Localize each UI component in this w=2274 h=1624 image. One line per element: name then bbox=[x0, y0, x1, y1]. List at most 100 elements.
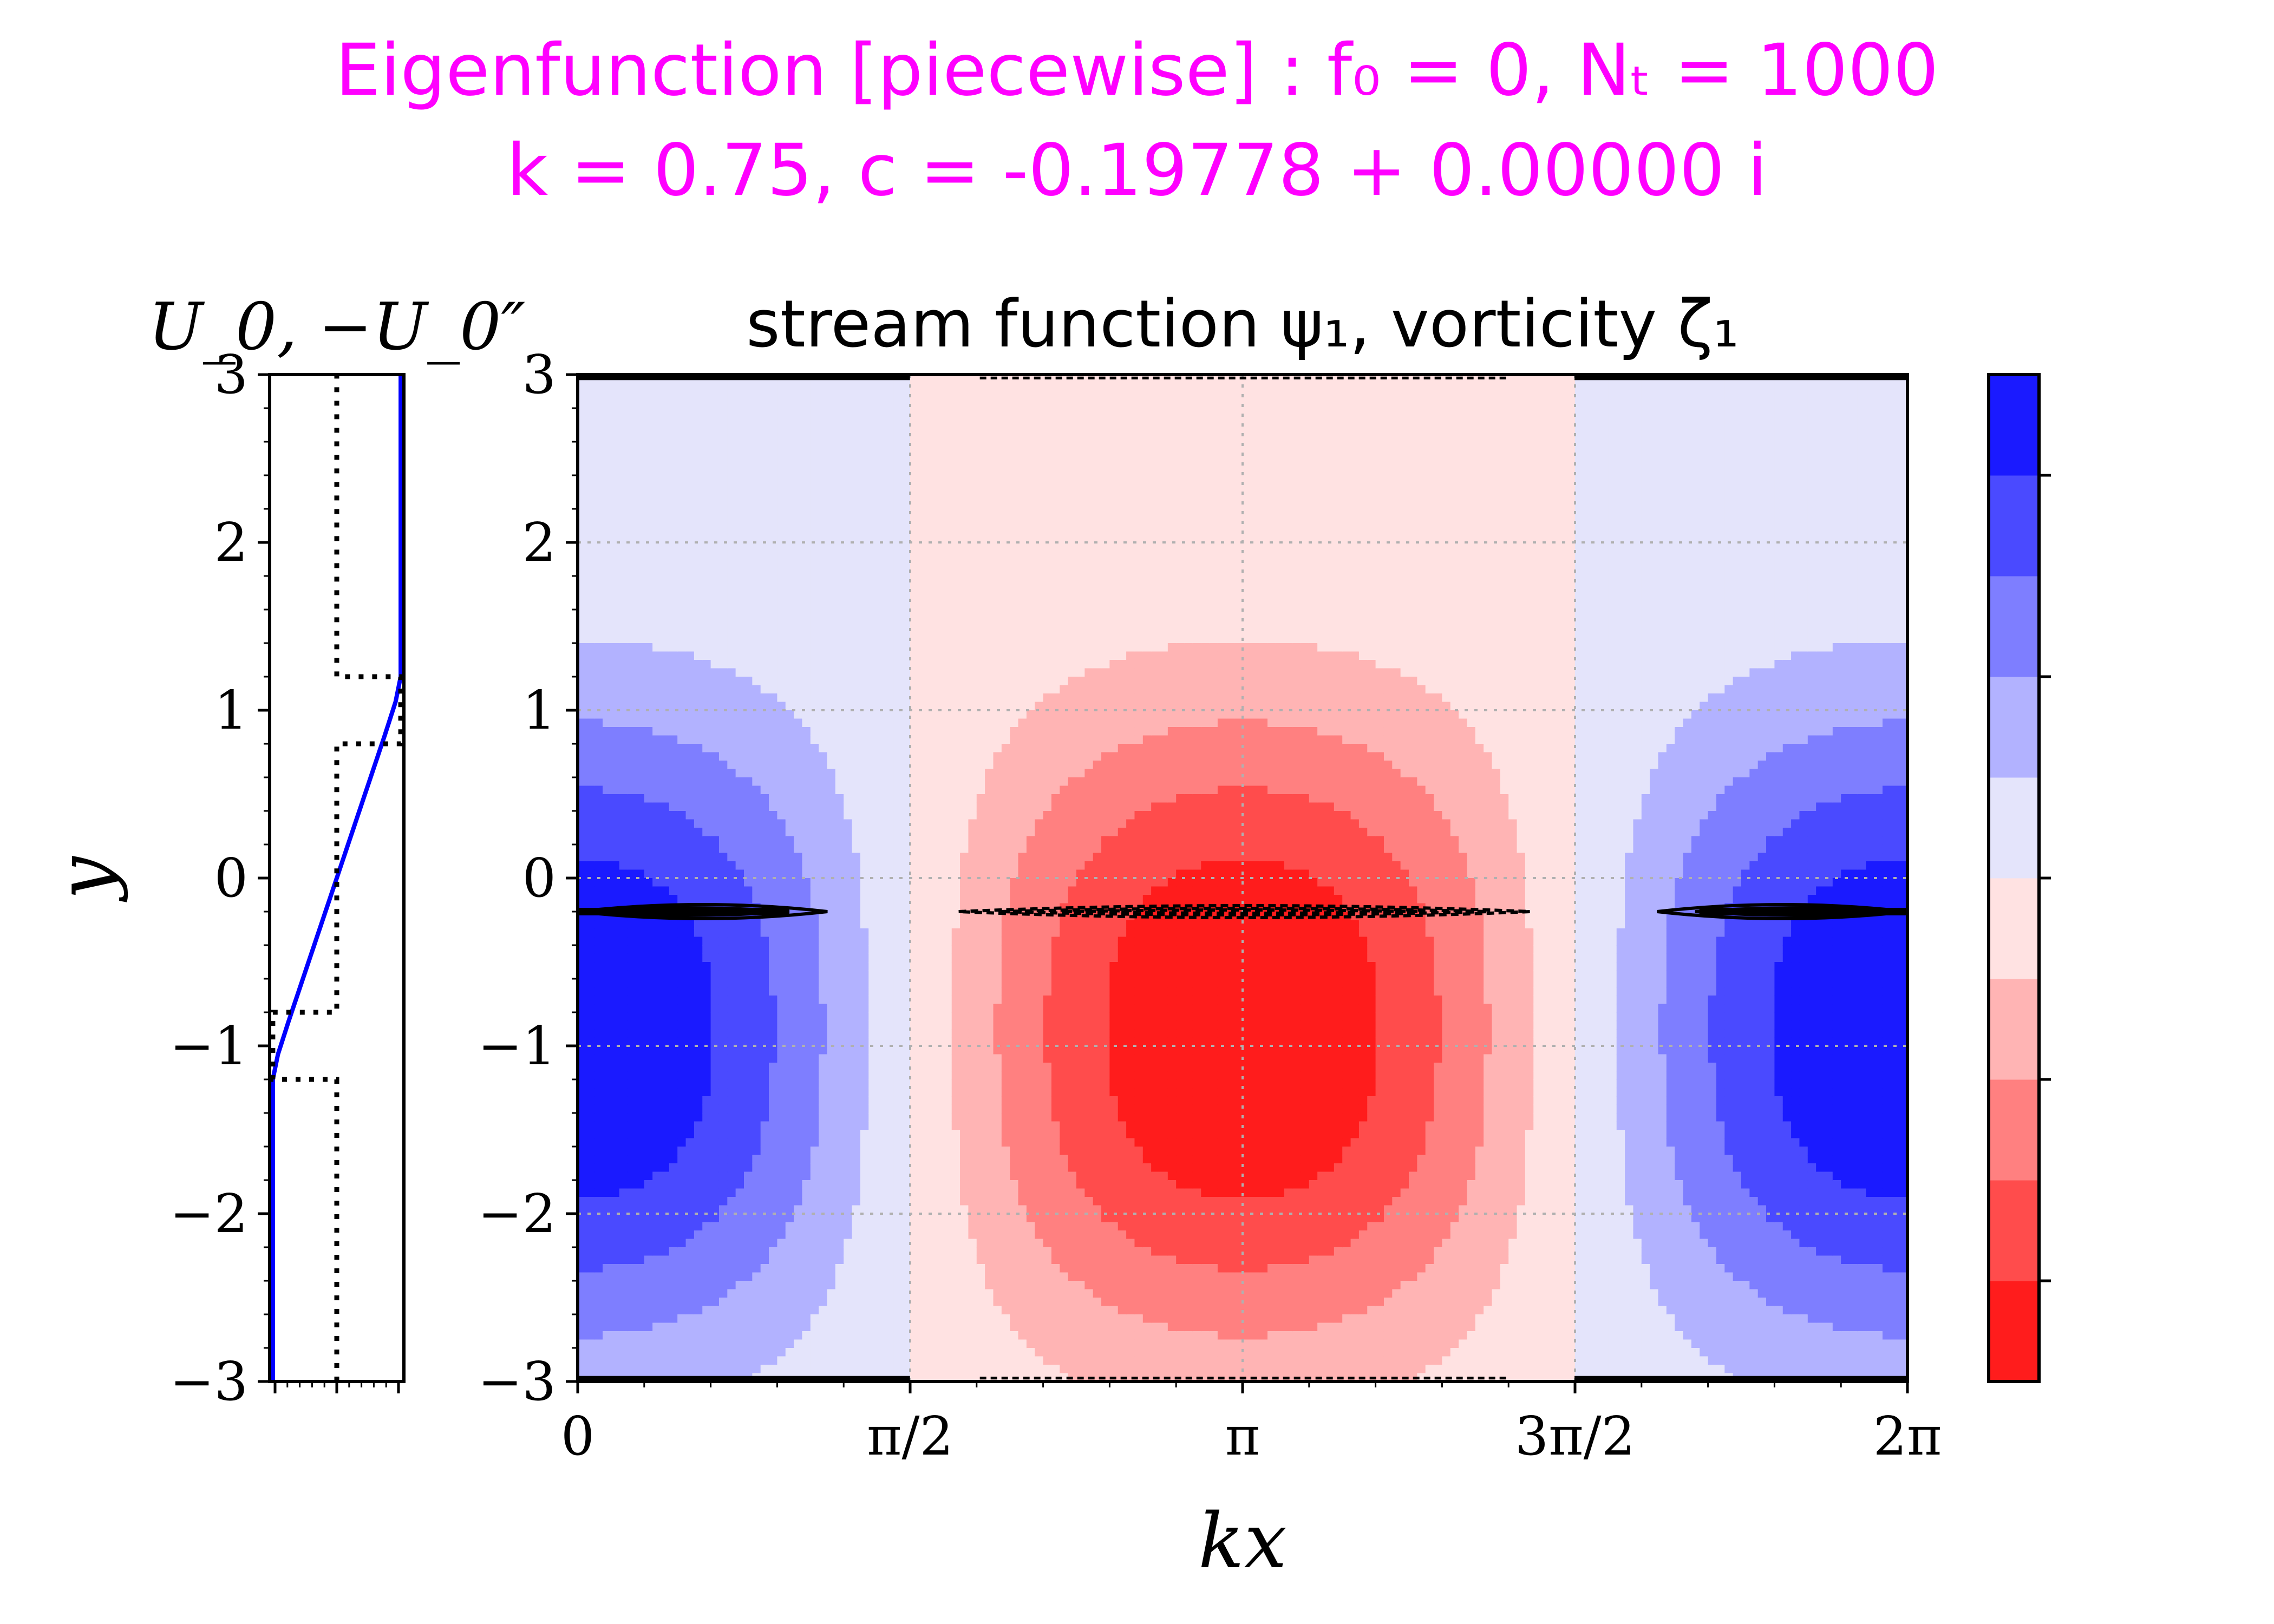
contour-cell bbox=[619, 610, 628, 619]
contour-cell bbox=[877, 895, 886, 904]
contour-cell bbox=[901, 651, 911, 660]
contour-cell bbox=[644, 433, 653, 442]
contour-cell bbox=[877, 819, 886, 828]
contour-cell bbox=[777, 928, 786, 938]
contour-cell bbox=[578, 1239, 587, 1248]
contour-cell bbox=[727, 1230, 736, 1240]
contour-cell bbox=[669, 1331, 678, 1340]
contour-cell bbox=[877, 1230, 886, 1240]
contour-cell bbox=[628, 752, 637, 761]
contour-cell bbox=[603, 1071, 612, 1080]
contour-cell bbox=[735, 1155, 744, 1164]
contour-cell bbox=[718, 785, 728, 795]
contour-cell bbox=[685, 1322, 695, 1332]
contour-cell bbox=[611, 450, 620, 459]
contour-cell bbox=[594, 433, 603, 442]
contour-cell bbox=[727, 761, 736, 770]
contour-cell bbox=[794, 542, 803, 552]
contour-cell bbox=[578, 651, 587, 660]
contour-cell bbox=[819, 559, 828, 568]
contour-cell bbox=[852, 442, 861, 451]
contour-cell bbox=[893, 693, 903, 703]
contour-cell bbox=[777, 1348, 786, 1357]
contour-cell bbox=[777, 400, 786, 409]
contour-cell bbox=[677, 593, 687, 602]
contour-cell bbox=[885, 534, 894, 543]
contour-cell bbox=[636, 710, 645, 719]
contour-cell bbox=[677, 1264, 687, 1273]
contour-cell bbox=[777, 970, 786, 979]
contour-cell bbox=[769, 878, 778, 887]
contour-cell bbox=[844, 584, 853, 593]
contour-cell bbox=[586, 928, 595, 938]
contour-cell bbox=[852, 1264, 861, 1273]
contour-cell bbox=[752, 853, 761, 862]
contour-cell bbox=[594, 945, 603, 954]
contour-cell bbox=[752, 1314, 761, 1324]
contour-cell bbox=[835, 1054, 844, 1063]
contour-cell bbox=[636, 1205, 645, 1214]
contour-cell bbox=[852, 1322, 861, 1332]
contour-cell bbox=[694, 761, 703, 770]
contour-cell bbox=[578, 450, 587, 459]
contour-cell bbox=[685, 618, 695, 627]
contour-cell bbox=[802, 651, 811, 660]
contour-cell bbox=[852, 979, 861, 988]
contour-cell bbox=[578, 1348, 587, 1357]
contour-cell bbox=[819, 844, 828, 854]
contour-cell bbox=[835, 1306, 844, 1315]
contour-cell bbox=[628, 1138, 637, 1147]
contour-cell bbox=[594, 1356, 603, 1365]
contour-cell bbox=[744, 702, 753, 711]
contour-cell bbox=[893, 1314, 903, 1324]
contour-cell bbox=[827, 1079, 836, 1089]
contour-cell bbox=[918, 794, 927, 803]
contour-cell bbox=[885, 1281, 894, 1290]
contour-cell bbox=[702, 1255, 711, 1265]
contour-cell bbox=[777, 895, 786, 904]
contour-cell bbox=[844, 844, 853, 854]
contour-cell bbox=[802, 802, 811, 811]
contour-cell bbox=[810, 643, 819, 652]
contour-cell bbox=[777, 979, 786, 988]
contour-cell bbox=[860, 1037, 870, 1046]
contour-cell bbox=[677, 979, 687, 988]
contour-cell bbox=[827, 383, 836, 392]
contour-cell bbox=[727, 1264, 736, 1273]
contour-cell bbox=[893, 903, 903, 912]
contour-cell bbox=[578, 702, 587, 711]
contour-cell bbox=[769, 937, 778, 946]
contour-cell bbox=[794, 425, 803, 434]
contour-cell bbox=[877, 483, 886, 493]
contour-cell bbox=[652, 710, 662, 719]
contour-cell bbox=[860, 1272, 870, 1281]
contour-cell bbox=[727, 526, 736, 535]
contour-cell bbox=[810, 483, 819, 493]
contour-cell bbox=[752, 677, 761, 686]
contour-cell bbox=[710, 937, 720, 946]
contour-cell bbox=[852, 1214, 861, 1223]
contour-cell bbox=[827, 517, 836, 526]
contour-cell bbox=[877, 1298, 886, 1307]
contour-cell bbox=[735, 467, 744, 476]
contour-cell bbox=[901, 1063, 911, 1072]
contour-cell bbox=[628, 1104, 637, 1114]
contour-cell bbox=[777, 962, 786, 971]
contour-cell bbox=[636, 1155, 645, 1164]
contour-cell bbox=[677, 769, 687, 778]
contour-cell bbox=[619, 685, 628, 694]
contour-cell bbox=[885, 794, 894, 803]
contour-cell bbox=[893, 517, 903, 526]
contour-cell bbox=[901, 643, 911, 652]
contour-cell bbox=[727, 1054, 736, 1063]
contour-cell bbox=[852, 1331, 861, 1340]
contour-cell bbox=[594, 509, 603, 518]
contour-cell bbox=[702, 769, 711, 778]
contour-cell bbox=[628, 1255, 637, 1265]
contour-cell bbox=[852, 668, 861, 677]
contour-cell bbox=[628, 416, 637, 425]
contour-cell bbox=[644, 400, 653, 409]
contour-cell bbox=[619, 1322, 628, 1332]
contour-cell bbox=[628, 1322, 637, 1332]
contour-cell bbox=[652, 735, 662, 744]
